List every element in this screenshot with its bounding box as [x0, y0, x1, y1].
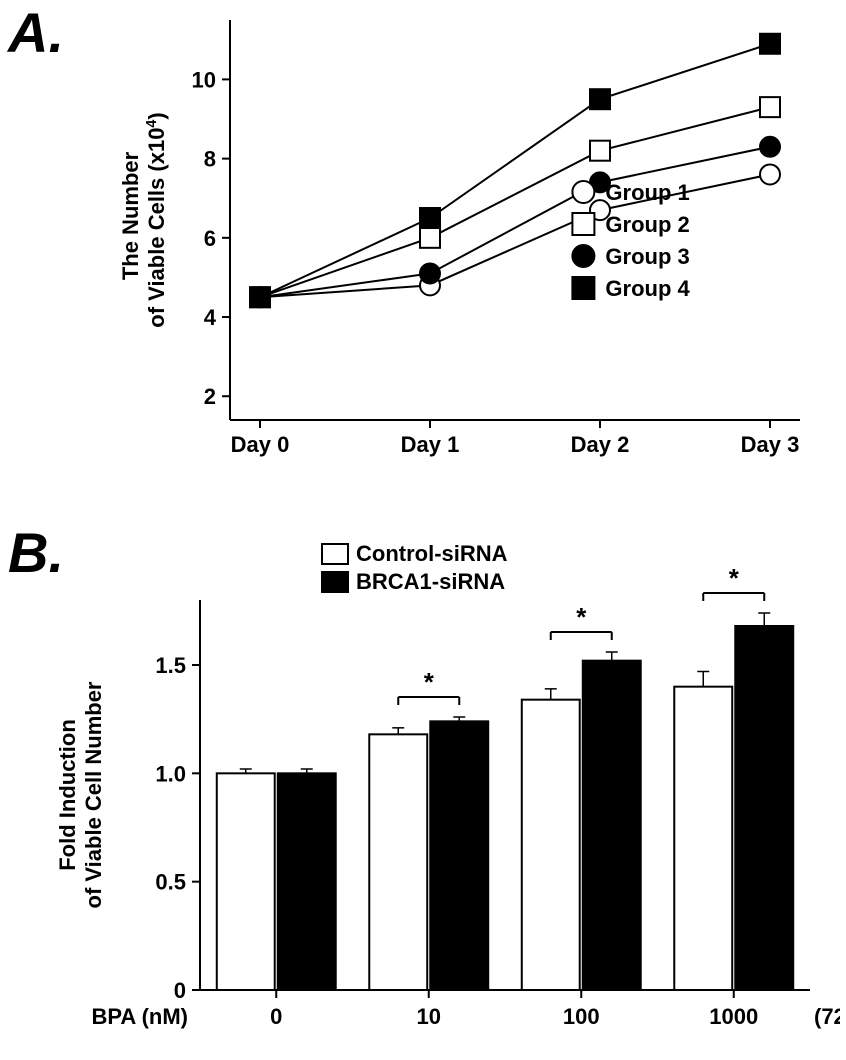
svg-text:Group 2: Group 2 [605, 212, 689, 237]
svg-text:Day 2: Day 2 [571, 432, 630, 457]
svg-text:4: 4 [204, 305, 217, 330]
svg-text:*: * [729, 563, 740, 593]
svg-text:0: 0 [270, 1004, 282, 1029]
svg-text:1.5: 1.5 [155, 653, 186, 678]
svg-text:Control-siRNA: Control-siRNA [356, 541, 508, 566]
svg-text:of Viable Cells (x104): of Viable Cells (x104) [144, 112, 169, 327]
svg-text:Fold Induction: Fold Induction [55, 719, 80, 871]
svg-text:(72 h): (72 h) [814, 1004, 840, 1029]
svg-text:Group 3: Group 3 [605, 244, 689, 269]
svg-text:8: 8 [204, 147, 216, 172]
panel-b-chart: 0 0.5 1.0 1.5 Fold Inductionof Viable Cell N… [20, 540, 840, 1060]
svg-text:Day 3: Day 3 [741, 432, 800, 457]
svg-text:The Number: The Number [118, 151, 143, 280]
panel-a-label: A. [8, 0, 64, 65]
svg-text:100: 100 [563, 1004, 600, 1029]
svg-text:BPA (nM): BPA (nM) [91, 1004, 188, 1029]
svg-text:Day 1: Day 1 [401, 432, 460, 457]
svg-text:6: 6 [204, 226, 216, 251]
svg-text:*: * [576, 602, 587, 632]
svg-text:1000: 1000 [709, 1004, 758, 1029]
svg-text:Day 0: Day 0 [231, 432, 290, 457]
svg-text:*: * [424, 667, 435, 697]
svg-text:BRCA1-siRNA: BRCA1-siRNA [356, 569, 505, 594]
svg-text:Group 1: Group 1 [605, 180, 689, 205]
svg-text:of Viable Cell Number: of Viable Cell Number [81, 681, 106, 908]
panel-a-chart: 2 4 6 8 10 Day 0 Day 1 Day 2 Day 3 The Numberof V… [110, 0, 830, 500]
svg-text:0.5: 0.5 [155, 870, 186, 895]
svg-text:10: 10 [192, 67, 216, 92]
svg-text:10: 10 [417, 1004, 441, 1029]
svg-text:2: 2 [204, 384, 216, 409]
svg-text:1.0: 1.0 [155, 761, 186, 786]
svg-text:Group 4: Group 4 [605, 276, 690, 301]
svg-text:0: 0 [174, 978, 186, 1003]
